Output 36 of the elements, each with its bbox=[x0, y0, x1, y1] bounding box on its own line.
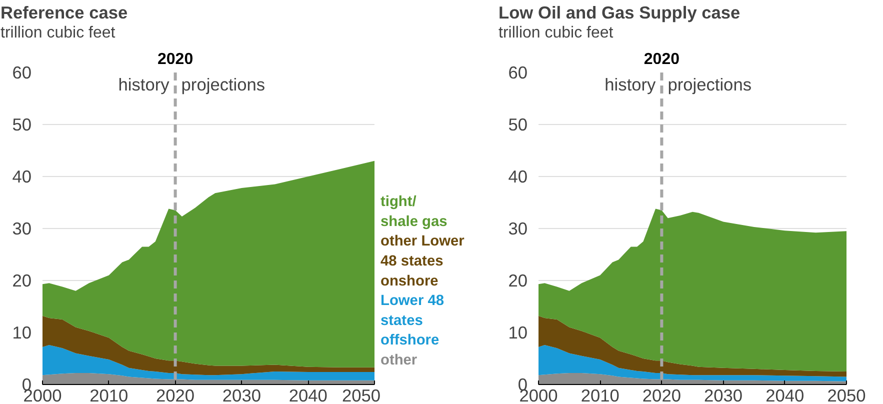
ref-line-label: 2020 bbox=[158, 51, 194, 68]
y-tick-label: 50 bbox=[12, 114, 32, 134]
annotation: history bbox=[604, 74, 656, 94]
x-tick-label: 2020 bbox=[642, 386, 681, 404]
x-tick-label: 2050 bbox=[342, 386, 381, 404]
y-tick-label: 50 bbox=[508, 114, 528, 134]
ref-line-label: 2020 bbox=[644, 51, 680, 68]
x-tick-label: 2040 bbox=[766, 386, 804, 404]
text: other Lower 48 states onshore bbox=[380, 234, 465, 290]
x-tick-label: 2030 bbox=[222, 386, 261, 404]
y-axis-title: trillion cubic feet bbox=[0, 24, 116, 42]
y-tick-label: 40 bbox=[12, 166, 32, 186]
y-tick-label: 30 bbox=[12, 218, 32, 238]
y-tick-label: 60 bbox=[508, 62, 528, 82]
y-tick-label: 40 bbox=[508, 166, 528, 186]
chart-title: Reference case bbox=[0, 2, 128, 22]
y-tick-label: 10 bbox=[12, 322, 32, 342]
y-tick-label: 10 bbox=[508, 322, 528, 342]
x-tick-label: 2030 bbox=[704, 386, 743, 404]
x-tick-label: 2040 bbox=[288, 386, 328, 404]
x-tick-label: 2050 bbox=[827, 386, 866, 404]
series-label: other bbox=[380, 352, 418, 368]
y-tick-label: 20 bbox=[508, 270, 528, 290]
x-tick-label: 2010 bbox=[580, 386, 620, 404]
x-tick-label: 2020 bbox=[156, 386, 195, 404]
series-label: tight/ shale gas bbox=[380, 194, 448, 230]
chart-title: Low Oil and Gas Supply case bbox=[498, 2, 741, 22]
y-tick-label: 30 bbox=[508, 218, 528, 238]
y-tick-label: 60 bbox=[12, 62, 32, 82]
annotation: history bbox=[118, 74, 170, 94]
annotation: projections bbox=[668, 74, 752, 94]
x-tick-label: 2010 bbox=[90, 386, 128, 404]
y-axis-title: trillion cubic feet bbox=[498, 24, 614, 42]
annotation: projections bbox=[181, 74, 266, 94]
y-tick-label: 20 bbox=[12, 270, 32, 290]
series-label: Lower 48 states offshore bbox=[380, 293, 444, 349]
